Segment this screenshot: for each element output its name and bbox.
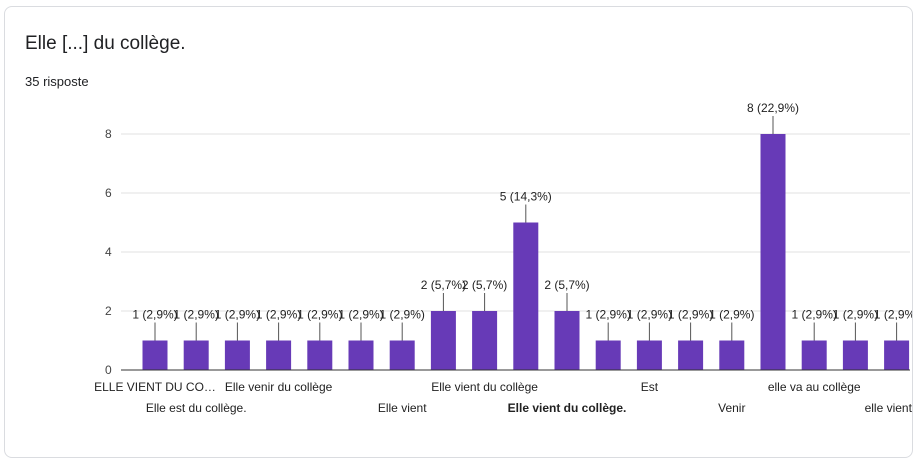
- bar: [884, 340, 910, 370]
- bar: [389, 340, 415, 370]
- question-card: Elle [...] du collège. 35 risposte 0 2 4 6 8…: [4, 6, 913, 458]
- y-tick-label: 0: [105, 363, 112, 377]
- data-label: 2 (5,7%): [544, 278, 589, 292]
- y-tick-label: 8: [105, 127, 112, 141]
- bar: [266, 340, 292, 370]
- bar: [719, 340, 745, 370]
- bar: [760, 134, 786, 370]
- x-tick-label: Elle est du collège.: [146, 401, 247, 415]
- data-label: 1 (2,9%): [668, 308, 713, 322]
- bar: [142, 340, 168, 370]
- bar: [307, 340, 333, 370]
- bar: [183, 340, 209, 370]
- x-tick-label: elle vient du: [865, 401, 913, 415]
- bar: [554, 311, 580, 370]
- data-label: 2 (5,7%): [462, 278, 507, 292]
- data-label: 1 (2,9%): [627, 308, 672, 322]
- data-label: 8 (22,9%): [747, 101, 799, 115]
- bar: [801, 340, 827, 370]
- data-label: 1 (2,9%): [174, 308, 219, 322]
- x-tick-label: Elle vient: [378, 401, 427, 415]
- bar: [472, 311, 498, 370]
- y-tick-label: 2: [105, 304, 112, 318]
- response-count: 35 risposte: [25, 74, 89, 89]
- data-label: 1 (2,9%): [874, 308, 913, 322]
- data-label: 1 (2,9%): [586, 308, 631, 322]
- x-tick-label: Elle vient du collège: [431, 380, 538, 394]
- data-label: 2 (5,7%): [421, 278, 466, 292]
- data-label: 1 (2,9%): [709, 308, 754, 322]
- bar: [636, 340, 662, 370]
- y-tick-label: 4: [105, 245, 112, 259]
- bar: [348, 340, 374, 370]
- data-label: 5 (14,3%): [500, 190, 552, 204]
- data-label: 1 (2,9%): [256, 308, 301, 322]
- x-tick-label: ELLE VIENT DU CO…: [94, 380, 216, 394]
- x-tick-label: Elle vient du collège.: [508, 401, 627, 415]
- data-label: 1 (2,9%): [215, 308, 260, 322]
- data-label: 1 (2,9%): [132, 308, 177, 322]
- bar: [678, 340, 704, 370]
- data-label: 1 (2,9%): [380, 308, 425, 322]
- bar: [430, 311, 456, 370]
- bar: [224, 340, 250, 370]
- y-tick-label: 6: [105, 186, 112, 200]
- data-label: 1 (2,9%): [792, 308, 837, 322]
- data-label: 1 (2,9%): [297, 308, 342, 322]
- data-label: 1 (2,9%): [338, 308, 383, 322]
- bar: [842, 340, 868, 370]
- x-tick-label: Elle venir du collège: [225, 380, 333, 394]
- x-tick-label: elle va au collège: [768, 380, 861, 394]
- bar: [595, 340, 621, 370]
- x-tick-label: Venir: [718, 401, 745, 415]
- bar: [513, 222, 539, 370]
- x-tick-label: Est: [641, 380, 659, 394]
- data-label: 1 (2,9%): [833, 308, 878, 322]
- question-title: Elle [...] du collège.: [25, 33, 186, 54]
